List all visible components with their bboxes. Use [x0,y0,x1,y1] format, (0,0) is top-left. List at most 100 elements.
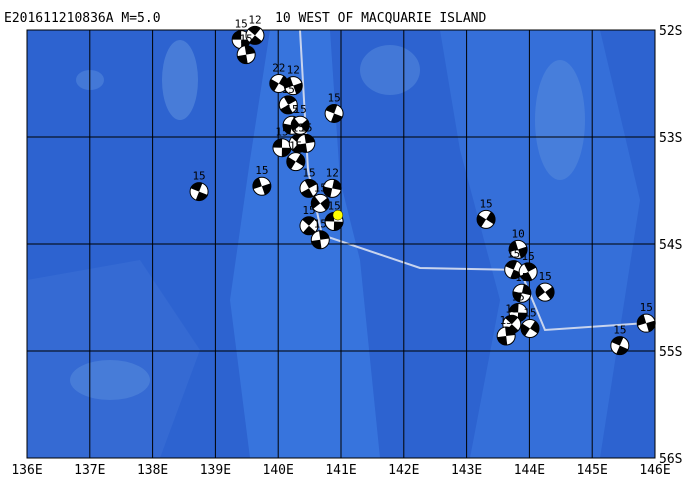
compression-quadrant [281,147,291,157]
compression-quadrant [477,214,487,228]
depth-label: 15 [613,324,626,337]
lon-tick-label: 138E [137,463,168,478]
lon-tick-label: 140E [263,463,294,478]
compression-quadrant [302,225,316,235]
compression-quadrant [272,138,283,148]
depth-label: 15 [507,248,520,261]
depth-label: 15 [511,290,524,303]
depth-label: 15 [302,166,315,179]
focal-mechanism: 15 [310,181,330,213]
compression-quadrant [304,134,315,144]
compression-quadrant [536,284,546,298]
focal-mechanism: 15 [520,307,540,339]
compression-quadrant [521,323,531,337]
compression-quadrant [286,156,296,170]
compression-quadrant [300,119,310,133]
compression-quadrant [320,197,330,211]
lon-tick-label: 141E [325,463,356,478]
focal-mechanism: 15 [272,126,292,158]
focal-mechanism: 15 [252,164,272,196]
compression-quadrant [296,143,308,153]
compression-quadrant [332,179,342,191]
compression-quadrant [319,230,330,240]
lon-tick-label: 146E [639,463,670,478]
compression-quadrant [237,54,248,64]
focal-mechanism: 15 [476,197,496,229]
compression-quadrant [283,95,297,105]
focal-mechanism: 12 [283,64,303,96]
compression-quadrant [195,191,208,201]
depth-label: 12 [287,64,300,77]
compression-quadrant [291,118,301,131]
focal-mechanism: 10 [508,227,528,259]
focal-mechanism: 15 [299,166,319,198]
compression-quadrant [280,104,293,114]
depth-label: 15 [255,164,268,177]
lon-tick-label: 139E [200,463,231,478]
depth-label: 15 [285,103,298,116]
lat-tick-label: 53S [659,131,682,146]
depth-label: 15 [538,270,551,283]
compression-quadrant [523,262,537,272]
lat-tick-label: 54S [659,238,682,253]
focal-mechanism: 15 [296,121,316,153]
compression-quadrant [545,286,555,300]
depth-label: 10 [511,227,524,240]
depth-label: 15 [479,197,492,210]
depth-label: 15 [235,18,248,31]
compression-quadrant [301,188,314,198]
focal-mechanism: 12 [245,13,265,45]
focal-mechanism: 15 [299,204,319,236]
depth-label: 15 [294,103,307,116]
lat-tick-label: 52S [659,24,682,39]
compression-quadrant [520,271,533,281]
focal-mechanism: 15 [278,83,298,115]
compression-quadrant [509,240,519,253]
lat-tick-label: 56S [659,452,682,467]
lon-tick-label: 145E [577,463,608,478]
depth-label: 15 [302,204,315,217]
compression-quadrant [616,345,629,355]
plate-boundary [299,29,647,332]
compression-quadrant [252,177,262,190]
compression-quadrant [330,113,343,123]
compression-quadrant [637,314,647,326]
depth-label: 15 [240,33,253,46]
compression-quadrant [333,221,344,231]
lon-tick-label: 136E [11,463,42,478]
title-left: E201611210836A M=5.0 [4,11,161,26]
main-event [332,209,344,221]
compression-quadrant [323,186,333,198]
compression-quadrant [311,239,322,249]
lon-tick-label: 137E [74,463,105,478]
depth-label: 15 [327,91,340,104]
compression-quadrant [304,179,317,189]
graticule: 136E 137E 138E 139E 140E 141E 142E 143E 144E 145E… [11,24,682,478]
depth-label: 22 [272,62,285,75]
compression-quadrant [505,260,518,270]
depth-label: 15 [192,170,205,183]
focal-mechanism: 15 [290,103,310,135]
compression-quadrant [244,45,256,55]
compression-quadrant [611,336,624,346]
compression-quadrant [295,153,305,167]
compression-quadrant [325,212,335,222]
focal-mechanism: 15 [324,200,344,232]
compression-quadrant [249,35,262,45]
focal-mechanism: 15 [610,324,630,356]
depth-label: 15 [289,140,302,153]
lon-tick-label: 144E [514,463,545,478]
depth-label: 15 [640,301,653,314]
depth-label: 15 [292,121,305,134]
compression-quadrant [497,336,508,346]
focal-mechanism: 15 [496,314,516,346]
depth-label: 12 [326,166,339,179]
compression-quadrant [518,246,528,258]
focal-mechanism: 15 [189,170,209,202]
depth-label: 15 [275,126,288,139]
compression-quadrant [505,315,518,325]
depth-label: 15 [505,302,518,315]
compression-quadrant [248,26,261,36]
focal-mechanism: 15 [310,218,330,250]
